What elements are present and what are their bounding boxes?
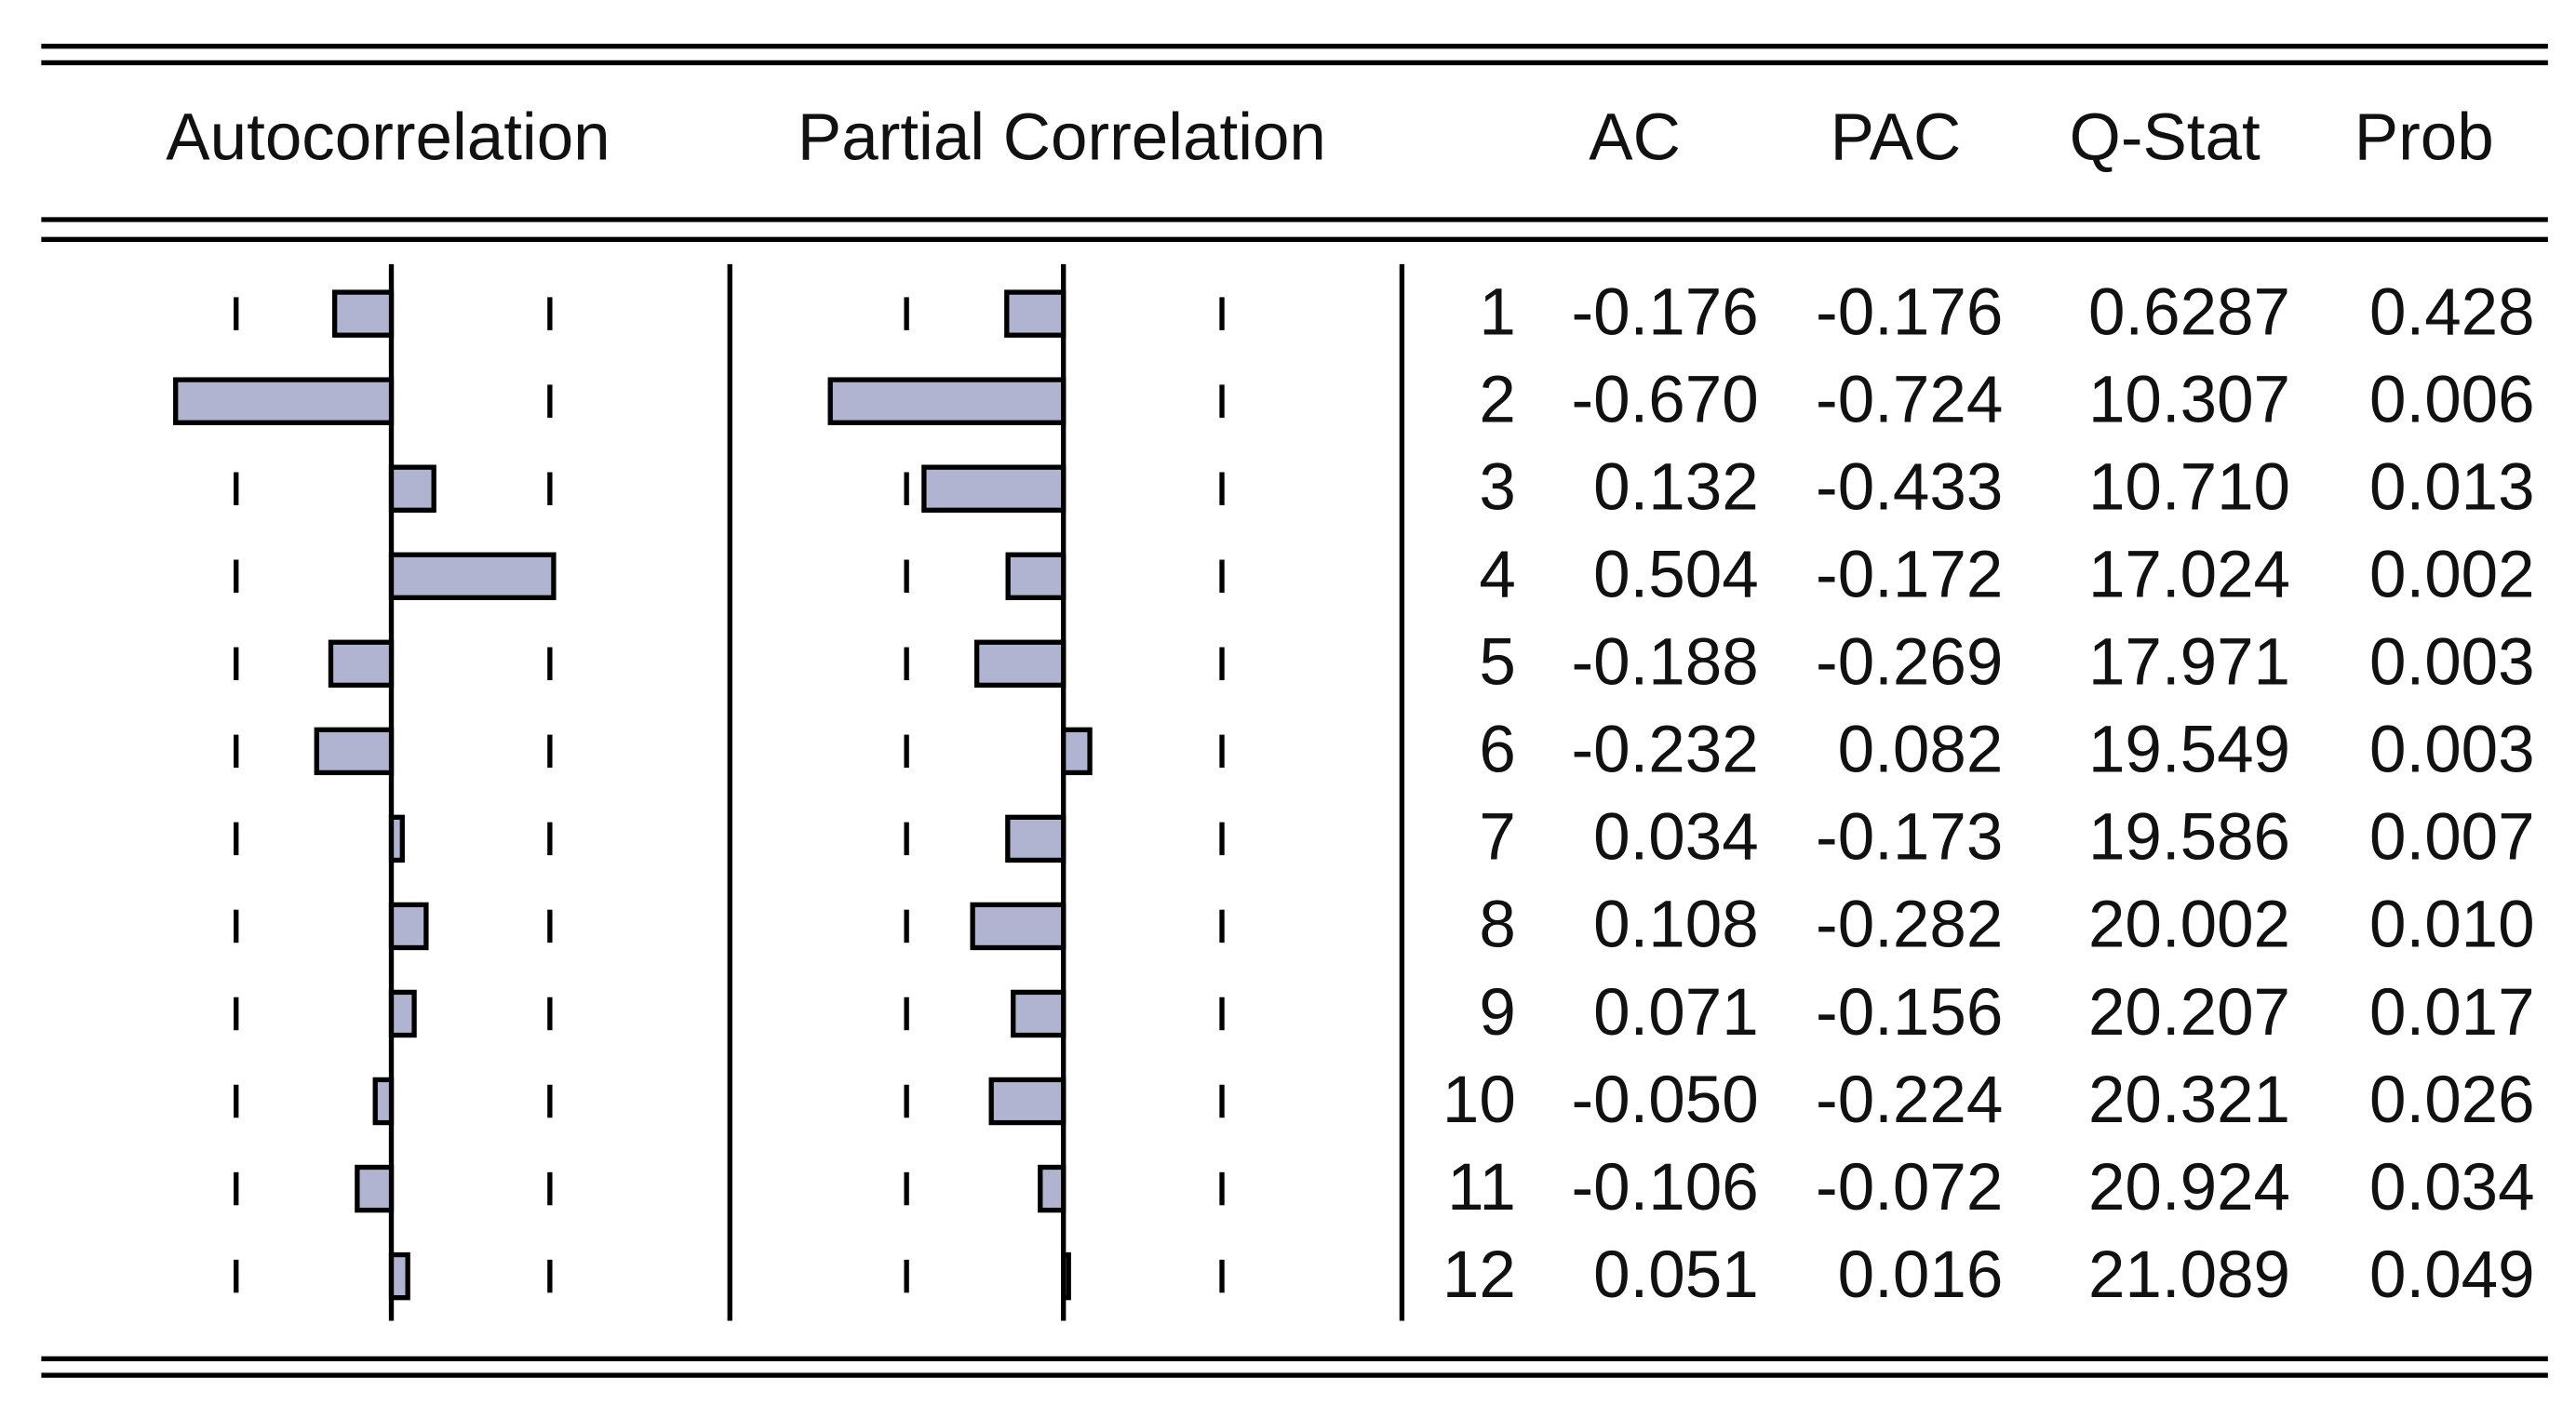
lag: 7: [1479, 801, 1515, 875]
correlation-bar: [970, 902, 1067, 951]
stat-value: 19.549: [2088, 714, 2290, 787]
stat-value: 0.013: [2369, 451, 2535, 525]
stat-value: -0.106: [1571, 1151, 1758, 1224]
stat-value: 0.6287: [2088, 275, 2290, 349]
stat-value: 19.586: [2088, 801, 2290, 875]
stat-value: 0.002: [2369, 539, 2535, 612]
content: Autocorrelation Partial Correlation AC PAC Q…: [166, 100, 2535, 1321]
correlation-bar: [328, 639, 395, 689]
stat-value: 0.006: [2369, 363, 2535, 436]
stat-value: -0.050: [1571, 1064, 1758, 1137]
stat-value: 0.003: [2369, 626, 2535, 700]
stat-value: 20.924: [2088, 1151, 2290, 1224]
stat-value: -0.224: [1816, 1064, 2003, 1137]
lag: 4: [1479, 539, 1515, 612]
stat-value: -0.172: [1816, 539, 2003, 612]
correlation-bar: [1005, 814, 1067, 863]
column-header: AC: [1589, 100, 1681, 174]
stat-value: 0.003: [2369, 714, 2535, 787]
stat-value: 10.710: [2088, 451, 2290, 525]
correlation-bar: [921, 464, 1067, 513]
stat-value: 0.017: [2369, 976, 2535, 1050]
lag: 11: [1447, 1151, 1516, 1224]
column-header: Partial Correlation: [798, 100, 1326, 174]
stat-value: 0.049: [2369, 1238, 2535, 1312]
stat-value: 0.007: [2369, 801, 2535, 875]
stat-value: 0.034: [1593, 801, 1759, 875]
stat-value: 0.051: [1593, 1238, 1759, 1312]
lag: 8: [1479, 889, 1515, 962]
lag: 6: [1479, 714, 1515, 787]
stat-value: 0.108: [1593, 889, 1759, 962]
stat-value: 20.207: [2088, 976, 2290, 1050]
correlation-bar: [388, 552, 557, 600]
correlation-bar: [1004, 289, 1067, 338]
correlation-bar: [1061, 727, 1093, 776]
stat-value: 20.002: [2088, 889, 2290, 962]
correlation-bar: [1061, 1251, 1071, 1301]
stat-value: 17.971: [2088, 626, 2290, 700]
stat-value: 10.307: [2088, 363, 2290, 436]
correlation-bar: [388, 1251, 410, 1301]
rules: [41, 44, 2548, 1378]
column-header: Autocorrelation: [166, 100, 610, 174]
lag: 9: [1479, 976, 1515, 1050]
stat-value: -0.269: [1816, 626, 2003, 700]
correlation-bar: [973, 639, 1067, 689]
lag: 3: [1479, 451, 1515, 525]
stat-value: 17.024: [2088, 539, 2290, 612]
stat-value: 0.010: [2369, 889, 2535, 962]
stat-value: -0.072: [1816, 1151, 2003, 1224]
column-header: Q-Stat: [2070, 100, 2261, 174]
lag: 2: [1479, 363, 1515, 436]
stat-value: 0.034: [2369, 1151, 2535, 1224]
correlation-bar: [372, 1077, 395, 1126]
stat-value: -0.724: [1816, 363, 2003, 436]
stat-value: 0.026: [2369, 1064, 2535, 1137]
column-header: Prob: [2355, 100, 2494, 174]
lag: 5: [1479, 626, 1515, 700]
correlation-bar: [388, 902, 429, 951]
stat-value: 20.321: [2088, 1064, 2290, 1137]
correlation-bar: [388, 814, 405, 863]
stat-value: 0.071: [1593, 976, 1759, 1050]
stat-value: -0.176: [1571, 275, 1758, 349]
stat-value: -0.156: [1816, 976, 2003, 1050]
correlation-bar: [827, 377, 1067, 425]
column-header: PAC: [1831, 100, 1962, 174]
correlation-bar: [173, 377, 395, 425]
stat-value: 0.504: [1593, 539, 1759, 612]
stat-value: 0.428: [2369, 275, 2535, 349]
stat-value: 0.016: [1838, 1238, 2004, 1312]
stat-value: -0.176: [1816, 275, 2003, 349]
correlation-bar: [314, 727, 395, 776]
correlation-bar: [388, 464, 436, 513]
stat-value: -0.188: [1571, 626, 1758, 700]
stat-value: -0.232: [1571, 714, 1758, 787]
lag: 10: [1442, 1064, 1516, 1137]
correlation-bar: [388, 989, 417, 1038]
correlation-bar: [355, 1164, 395, 1213]
lag: 1: [1479, 275, 1515, 349]
correlation-bar: [331, 289, 395, 338]
stat-value: 21.089: [2088, 1238, 2290, 1312]
correlation-bar: [1011, 989, 1067, 1038]
correlation-bar: [988, 1077, 1067, 1126]
stat-value: -0.173: [1816, 801, 2003, 875]
stat-value: 0.082: [1838, 714, 2004, 787]
correlation-bar: [1038, 1164, 1067, 1213]
stat-value: -0.670: [1571, 363, 1758, 436]
stat-value: 0.132: [1593, 451, 1759, 525]
correlation-bar: [1005, 552, 1067, 600]
stat-value: -0.433: [1816, 451, 2003, 525]
stat-value: -0.282: [1816, 889, 2003, 962]
lag: 12: [1442, 1238, 1516, 1312]
